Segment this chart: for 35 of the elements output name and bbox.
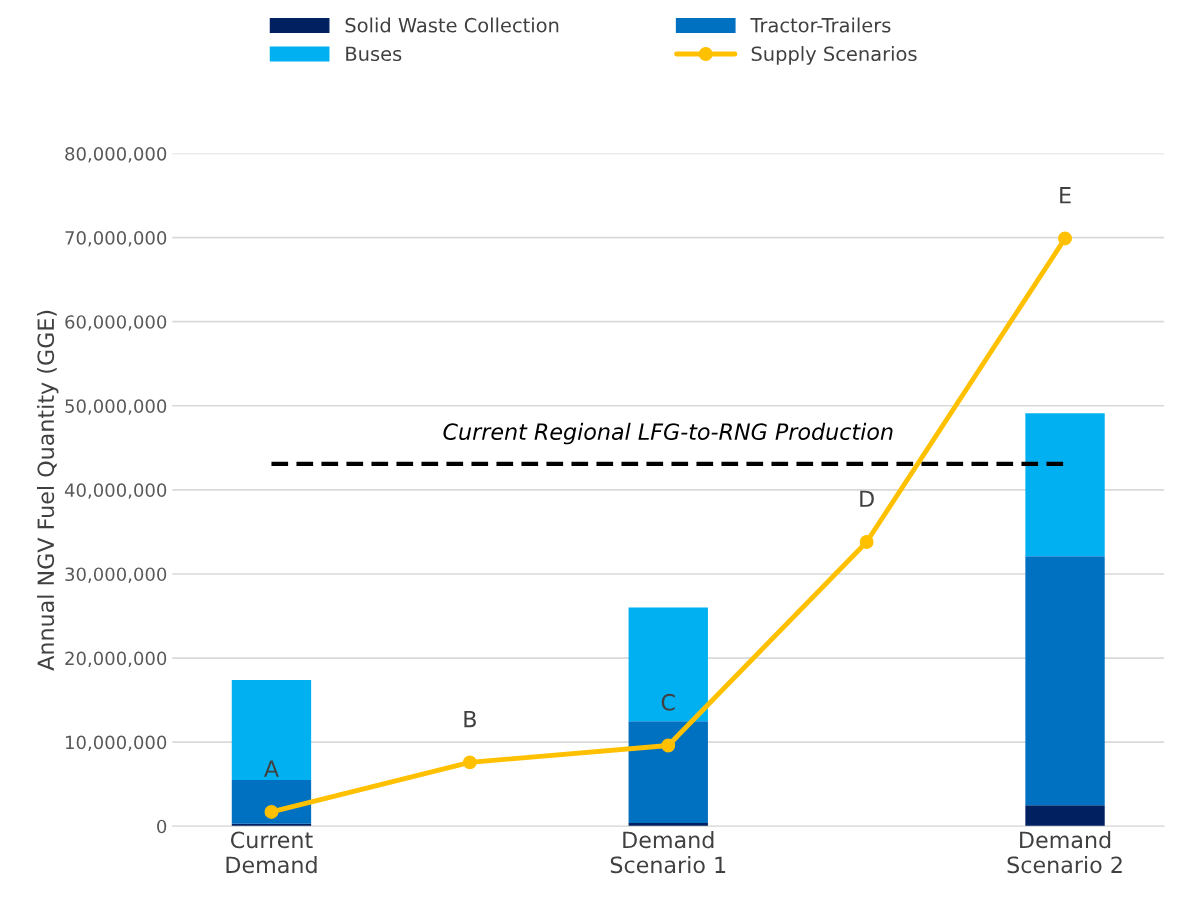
legend-label: Solid Waste Collection	[345, 17, 559, 33]
bar	[628, 721, 708, 823]
bar	[231, 779, 312, 824]
legend-label: Supply Scenarios	[751, 46, 917, 65]
y-tick-label: 10,000,000	[66, 735, 167, 752]
y-tick-label: 30,000,000	[65, 567, 167, 583]
data-label: D	[860, 490, 874, 507]
point	[661, 738, 676, 753]
data-label: C	[661, 693, 675, 711]
legend-label: Tractor-Trailers	[750, 17, 891, 33]
y-tick-label: 60,000,000	[65, 315, 167, 331]
y-tick-label: 20,000,000	[65, 651, 167, 668]
x-tick-label: Demand Scenario 1	[610, 831, 726, 874]
legend-label: Buses	[346, 46, 402, 62]
y-tick-label: 0	[157, 819, 167, 834]
point	[264, 805, 279, 819]
y-tick-label: 80,000,000	[65, 146, 167, 163]
y-tick-label: 70,000,000	[65, 231, 167, 247]
point	[859, 535, 874, 549]
point	[462, 755, 477, 770]
bar	[628, 607, 708, 722]
bar	[1025, 556, 1105, 806]
point	[1058, 231, 1072, 246]
bar	[1025, 805, 1105, 827]
data-label: A	[264, 760, 279, 777]
bar	[231, 679, 312, 780]
x-tick-label: Demand Scenario 2	[1007, 831, 1122, 874]
x-tick-label: Current Demand	[226, 831, 317, 874]
y-tick-label: 50,000,000	[65, 399, 167, 415]
ref-line-label: Current Regional LFG-to-RNG Production	[443, 422, 893, 445]
data-label: E	[1060, 187, 1071, 204]
bar	[1025, 413, 1105, 557]
y-tick-label: 40,000,000	[64, 483, 167, 499]
y-axis-title: Annual NGV Fuel Quantity (GGE)	[36, 310, 59, 671]
data-label: B	[464, 710, 476, 728]
